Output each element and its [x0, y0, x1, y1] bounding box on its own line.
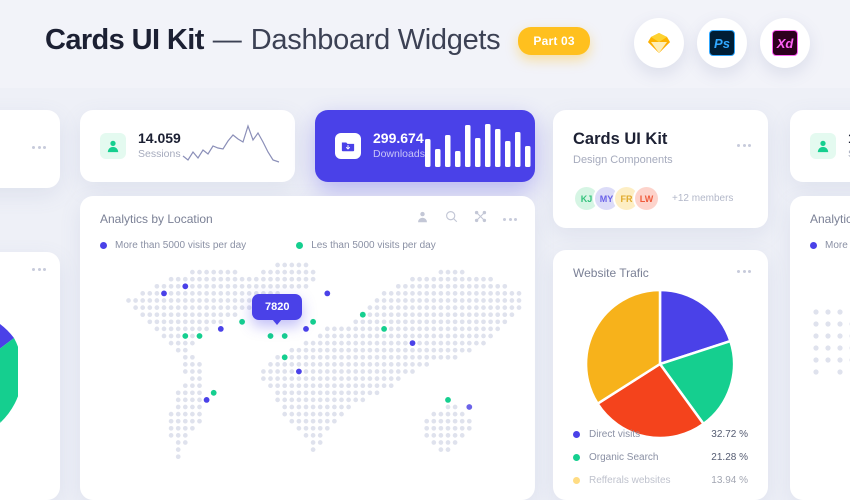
partial-analytics-title: Analytics: [810, 212, 850, 226]
more-members-label[interactable]: +12 members: [672, 193, 734, 204]
more-icon[interactable]: [737, 144, 751, 147]
avatar[interactable]: MY: [593, 185, 620, 212]
kit-card-subtitle: Design Components: [573, 154, 673, 166]
title-dash: —: [212, 24, 242, 56]
partial-sessions-value: 14.05: [848, 130, 850, 148]
page-header: Cards UI Kit — Dashboard Widgets Part 03…: [0, 0, 850, 88]
legend-row: Organic Search 21.28 %: [573, 446, 748, 469]
partial-sessions-card-right: 14.05 Sessi: [790, 110, 850, 182]
photoshop-app-button[interactable]: Ps: [697, 18, 747, 68]
legend-dot: [573, 431, 580, 438]
analytics-card: Analytics by Location More than 5000 vis…: [80, 196, 535, 500]
title-light: Dashboard Widgets: [250, 24, 501, 56]
expand-icon[interactable]: [474, 210, 487, 228]
sketch-app-button[interactable]: [634, 18, 684, 68]
downloads-value: 299.674: [373, 130, 424, 147]
partial-analytics-card-right: Analytics More th: [790, 196, 850, 500]
analytics-card-title: Analytics by Location: [100, 212, 213, 226]
traffic-card-title: Website Trafic: [573, 266, 649, 280]
person-icon: [810, 133, 836, 159]
partial-sessions-label: Sessi: [848, 148, 850, 162]
more-icon[interactable]: [32, 268, 46, 271]
photoshop-icon: Ps: [709, 30, 735, 56]
downloads-card[interactable]: 299.674 Downloads: [315, 110, 535, 182]
partial-sessions-texts: 14.05 Sessi: [848, 130, 850, 161]
kit-card[interactable]: Cards UI Kit Design Components KJ MY FR …: [553, 110, 768, 228]
partial-legend-label: More th: [825, 240, 850, 251]
avatar[interactable]: LW: [633, 185, 660, 212]
legend-label: More than 5000 visits per day: [115, 240, 247, 251]
more-icon[interactable]: [503, 217, 517, 221]
analytics-legend: More than 5000 visits per day Les than 5…: [100, 240, 436, 251]
member-avatars: KJ MY FR LW +12 members: [573, 185, 733, 212]
sessions-label: Sessions: [138, 147, 181, 160]
sessions-value: 14.059: [138, 130, 181, 147]
legend-dot: [100, 242, 107, 249]
legend-dot: [573, 454, 580, 461]
legend-value: 32.72 %: [711, 429, 748, 440]
partial-pie-chart: [0, 324, 18, 423]
partial-traffic-card-left: 32.72 % 21.28 % 13.94 %: [0, 252, 60, 500]
more-icon[interactable]: [32, 146, 46, 149]
search-icon[interactable]: [445, 210, 458, 228]
downloads-texts: 299.674 Downloads: [373, 130, 425, 161]
traffic-legend: Direct visits 32.72 % Organic Search 21.…: [573, 423, 748, 492]
legend-row: Refferals websites 13.94 %: [573, 469, 748, 492]
sessions-texts: 14.059 Sessions: [138, 130, 181, 161]
title-bold: Cards UI Kit: [45, 24, 204, 56]
page-title: Cards UI Kit — Dashboard Widgets Part 03: [45, 24, 590, 57]
legend-dot: [296, 242, 304, 249]
analytics-toolbar: [416, 210, 517, 228]
legend-label: Organic Search: [589, 452, 659, 463]
download-icon: [335, 133, 361, 159]
map-tooltip: 7820: [252, 294, 303, 325]
downloads-bar-chart: [424, 121, 531, 172]
partial-legend-item: More th: [810, 240, 850, 251]
legend-dot: [810, 242, 817, 249]
legend-dot: [573, 477, 580, 484]
app-icon-group: Ps Xd: [634, 18, 810, 68]
legend-value: 21.28 %: [711, 452, 748, 463]
part-badge: Part 03: [518, 26, 590, 55]
dot-map-svg: [126, 262, 522, 460]
kit-card-title: Cards UI Kit: [573, 130, 668, 148]
traffic-card: Website Trafic Direct visits 32.72 % Org…: [553, 250, 768, 500]
person-icon[interactable]: [416, 210, 429, 228]
legend-item: Les than 5000 visits per day: [296, 240, 436, 251]
xd-app-button[interactable]: Xd: [760, 18, 810, 68]
legend-value: 13.94 %: [711, 475, 748, 486]
traffic-pie-chart[interactable]: [581, 288, 741, 446]
partial-kit-card-left: mbers: [0, 110, 60, 188]
more-icon[interactable]: [737, 270, 751, 273]
person-icon: [100, 133, 126, 159]
legend-item: More than 5000 visits per day: [100, 240, 246, 251]
sketch-icon: [648, 33, 670, 53]
downloads-label: Downloads: [373, 147, 425, 160]
sessions-sparkline: [181, 122, 281, 171]
world-dot-map[interactable]: 7820: [90, 262, 525, 500]
sessions-card[interactable]: 14.059 Sessions: [80, 110, 295, 182]
legend-label: Refferals websites: [589, 475, 671, 486]
xd-icon: Xd: [772, 30, 798, 56]
legend-label: Direct visits: [589, 429, 641, 440]
legend-label: Les than 5000 visits per day: [311, 240, 436, 251]
partial-dot-map: [813, 309, 850, 375]
legend-row: Direct visits 32.72 %: [573, 423, 748, 446]
